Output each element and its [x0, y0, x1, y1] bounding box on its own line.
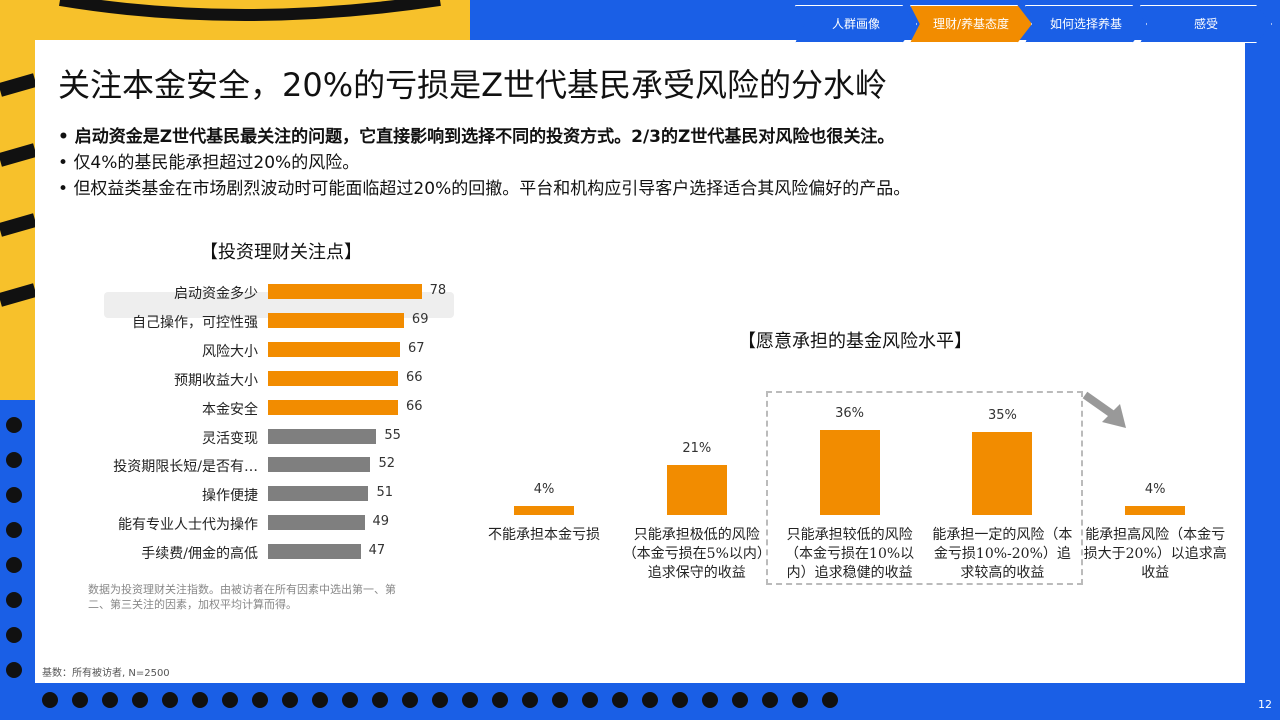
- value-label: 52: [378, 456, 395, 472]
- bar: [972, 432, 1033, 515]
- title: 关注本金安全，20%的亏损是Z世代基民承受风险的分水岭: [58, 66, 888, 104]
- arrow: [1082, 391, 1126, 428]
- category-label: 自己操作，可控性强: [132, 314, 258, 331]
- bullet-text: 仅4%的基民能承担超过20%的风险。: [73, 153, 360, 173]
- bullet: • 仅4%的基民能承担超过20%的风险。: [58, 153, 360, 173]
- bar: [268, 284, 422, 299]
- value-label: 49: [372, 514, 390, 530]
- value-label: 4%: [533, 481, 555, 497]
- value-label: 78: [429, 283, 447, 298]
- bullet-text: 启动资金是Z世代基民最关注的问题，它直接影响到选择不同的投资方式。2/3的Z世代…: [74, 127, 895, 147]
- nav-tab[interactable]: 人群画像: [795, 5, 917, 43]
- value-label: 36%: [835, 406, 865, 422]
- bullet: • 但权益类基金在市场剧烈波动时可能面临超过20%的回撤。平台和机构应引导客户选…: [58, 179, 911, 199]
- decoration: [0, 0, 470, 400]
- bar: [268, 428, 377, 444]
- value-label: 69: [411, 311, 429, 327]
- category-label: 本金安全: [202, 401, 258, 418]
- bar: [666, 465, 727, 515]
- value-label: 51: [376, 485, 394, 501]
- bullet: • 启动资金是Z世代基民最关注的问题，它直接影响到选择不同的投资方式。2/3的Z…: [58, 127, 895, 147]
- bullets: • 启动资金是Z世代基民最关注的问题，它直接影响到选择不同的投资方式。2/3的Z…: [58, 124, 1238, 202]
- bar: [268, 370, 399, 386]
- base: 基数：所有被访者, N=2500: [42, 668, 170, 679]
- category-label: 只能承担较低的风险（本金亏损在10%以内）追求稳健的收益: [785, 527, 915, 581]
- bar: [268, 457, 371, 473]
- category-label: 只能承担极低的风险（本金亏损在5%以内）追求保守的收益: [622, 527, 771, 581]
- category-label: 不能承担本金亏损: [488, 527, 600, 543]
- nav-tab[interactable]: 理财/养基态度: [910, 5, 1032, 43]
- bar: [268, 486, 369, 502]
- page-number: 12: [1258, 698, 1272, 711]
- bar: [268, 544, 361, 560]
- dots: [6, 417, 838, 708]
- chart-title: 【投资理财关注点】: [200, 242, 362, 263]
- note: 数据为投资理财关注指数。由被访者在所有因素中选出第一、第二、第三关注的因素，加权…: [88, 583, 396, 611]
- panel: [35, 40, 1245, 683]
- bar: [268, 399, 399, 415]
- chart-title: 【愿意承担的基金风险水平】: [738, 331, 972, 352]
- bullet-text: 但权益类基金在市场剧烈波动时可能面临超过20%的回撤。平台和机构应引导客户选择适…: [73, 179, 911, 199]
- category-label: 能有专业人士代为操作: [118, 517, 258, 534]
- value-label: 67: [407, 340, 425, 356]
- category-label: 手续费/佣金的高低: [141, 546, 258, 563]
- dashed-box: [766, 391, 1083, 585]
- category-label: 风险大小: [202, 343, 258, 360]
- value-label: 55: [384, 427, 401, 443]
- bar: [268, 312, 404, 328]
- bar: [819, 430, 880, 515]
- bar: [514, 505, 574, 515]
- value-label: 21%: [682, 441, 712, 457]
- value-label: 35%: [987, 408, 1017, 424]
- value-label: 47: [368, 543, 386, 559]
- bar: [1125, 505, 1186, 515]
- bar: [268, 515, 365, 531]
- value-label: 66: [406, 369, 423, 385]
- value-label: 66: [406, 398, 423, 414]
- category-label: 投资期限长短/是否有…: [113, 459, 258, 476]
- category-label: 启动资金多少: [174, 286, 258, 302]
- category-label: 能承担一定的风险（本金亏损10%-20%）追求较高的收益: [932, 527, 1073, 581]
- value-label: 4%: [1144, 481, 1166, 497]
- category-label: 灵活变现: [202, 430, 258, 447]
- category-label: 能承担高风险（本金亏损大于20%）以追求高收益: [1083, 527, 1227, 581]
- bar: [268, 341, 400, 357]
- nav-tab[interactable]: 如何选择养基: [1025, 5, 1147, 43]
- category-label: 预期收益大小: [174, 372, 258, 389]
- nav-tab[interactable]: 感受: [1140, 5, 1272, 43]
- category-label: 操作便捷: [202, 488, 258, 505]
